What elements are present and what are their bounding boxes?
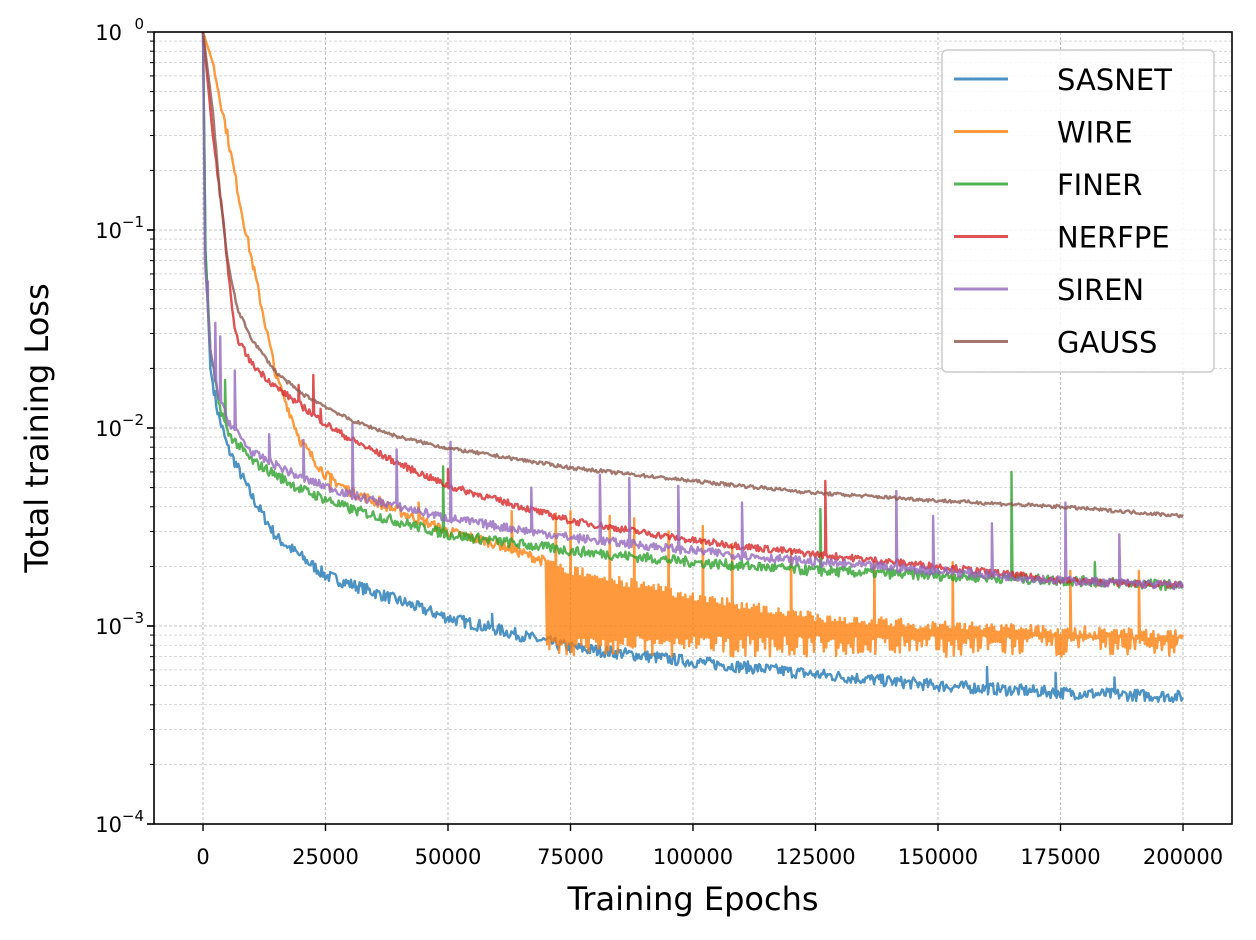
- legend-label: SASNET: [1057, 63, 1172, 97]
- series-line-finer: [201, 32, 1184, 592]
- y-tick-exponent: −1: [122, 213, 144, 231]
- legend-label: SIREN: [1057, 273, 1144, 307]
- y-tick-label: 10: [95, 219, 122, 243]
- y-tick-label: 10: [95, 417, 122, 441]
- grid-lines: [154, 32, 1232, 825]
- legend: SASNET WIRE FINER NERFPE SIREN GAUSS: [941, 49, 1215, 373]
- y-tick-exponent: −2: [122, 411, 144, 429]
- legend-label: NERFPE: [1057, 221, 1170, 255]
- x-tick-label: 25000: [292, 845, 359, 869]
- x-tick-label: 50000: [415, 845, 482, 869]
- y-tick-label: 10: [95, 813, 122, 837]
- y-tick-exponent: 0: [134, 15, 144, 33]
- legend-label: GAUSS: [1057, 326, 1157, 360]
- legend-label: WIRE: [1057, 116, 1133, 150]
- x-tick-label: 150000: [898, 845, 978, 869]
- y-axis-title: Total training Loss: [18, 283, 56, 573]
- series-layer: [201, 32, 1184, 703]
- x-tick-label: 175000: [1020, 845, 1100, 869]
- x-tick-label: 200000: [1143, 845, 1223, 869]
- series-line-sasnet: [201, 32, 1184, 703]
- x-axis-title: Training Epochs: [566, 880, 818, 918]
- x-tick-label: 75000: [537, 845, 604, 869]
- y-tick-exponent: −4: [122, 807, 144, 825]
- series-line-siren: [201, 32, 1184, 591]
- x-tick-label: 125000: [775, 845, 855, 869]
- y-tick-label: 10: [95, 21, 122, 45]
- legend-label: FINER: [1057, 168, 1142, 202]
- y-tick-exponent: −3: [122, 609, 144, 627]
- x-tick-label: 100000: [653, 845, 733, 869]
- series-line-gauss: [201, 32, 1184, 519]
- legend-box: [941, 49, 1215, 373]
- x-tick-label: 0: [196, 845, 209, 869]
- y-tick-label: 10: [95, 615, 122, 639]
- axis-ticks: 0 25000 50000 75000 100000 125000 150000 175000…: [95, 15, 1223, 869]
